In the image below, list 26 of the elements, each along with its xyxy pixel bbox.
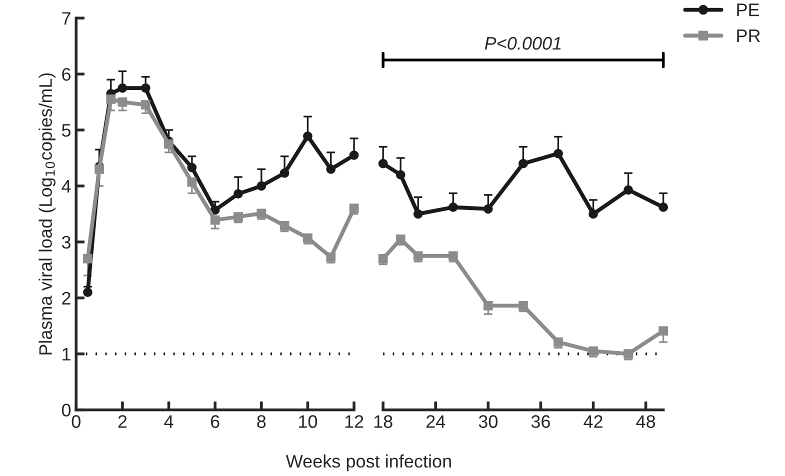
y-tick-label: 0 [62,404,71,417]
x-tick-label: 0 [72,415,80,428]
x-tick-label: 10 [299,415,318,428]
x-tick-label: 48 [636,415,656,428]
legend-label: PR [737,30,760,42]
x-tick-label: 42 [584,415,602,428]
y-axis-title: Plasma viral load (Log$_{10}$copies/mL) [38,73,56,354]
y-tick-label: 7 [62,12,70,25]
x-tick-label: 8 [257,415,266,428]
annotation: P<0.0001 [484,36,561,50]
x-tick-label: 4 [164,415,174,428]
y-tick-label: 4 [62,180,71,193]
y-tick-label: 6 [62,68,70,81]
x-tick-label: 6 [210,415,220,428]
x-tick-label: 24 [426,415,446,428]
legend-label: PE [737,4,760,16]
y-tick-label: 1 [62,348,70,360]
y-tick-label: 5 [62,124,71,137]
x-tick-label: 18 [374,415,392,428]
x-tick-label: 12 [345,415,364,428]
x-tick-label: 36 [531,415,550,428]
x-tick-label: 30 [478,415,498,428]
x-axis-title: Weeks post infection [286,454,451,472]
x-tick-label: 2 [118,415,127,428]
y-tick-label: 2 [62,292,70,304]
y-tick-label: 3 [62,236,70,249]
